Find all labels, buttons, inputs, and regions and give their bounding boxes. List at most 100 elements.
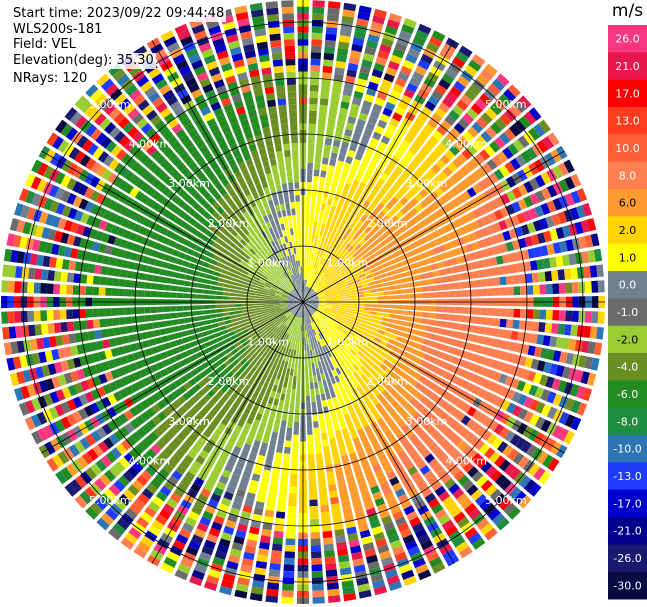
range-gate	[438, 268, 447, 276]
range-gate	[331, 306, 339, 309]
range-gate	[396, 305, 404, 310]
range-gate	[357, 257, 365, 264]
range-gate	[518, 355, 527, 367]
range-gate	[386, 19, 400, 29]
range-gate	[92, 319, 101, 329]
range-gate	[307, 441, 314, 448]
range-gate	[330, 292, 338, 296]
range-gate	[304, 337, 306, 344]
range-gate	[15, 325, 23, 338]
range-gate	[305, 286, 308, 293]
range-gate	[483, 237, 493, 247]
range-gate	[437, 261, 445, 269]
range-gate	[311, 45, 322, 53]
range-gate	[330, 290, 337, 294]
range-gate	[423, 123, 435, 134]
range-gate	[303, 292, 306, 300]
range-gate	[517, 262, 525, 273]
range-gate	[327, 118, 336, 127]
range-gate	[34, 268, 42, 280]
range-gate	[393, 274, 401, 280]
range-gate	[326, 239, 332, 247]
range-gate	[503, 88, 517, 102]
range-gate	[362, 313, 370, 318]
range-gate	[372, 15, 386, 25]
range-gate	[369, 285, 377, 290]
range-gate	[305, 299, 313, 302]
range-gate	[304, 350, 307, 357]
range-gate	[539, 217, 549, 230]
range-gate	[443, 336, 452, 345]
range-gate	[105, 318, 113, 327]
range-gate	[322, 379, 328, 387]
range-gate	[438, 171, 448, 181]
range-gate	[374, 260, 382, 267]
range-gate	[482, 215, 492, 226]
range-gate	[312, 299, 319, 301]
range-gate	[341, 15, 354, 24]
range-gate	[66, 284, 74, 295]
range-gate	[299, 350, 302, 357]
range-gate	[584, 281, 592, 293]
range-gate	[384, 228, 393, 237]
range-gate	[413, 182, 423, 192]
range-gate	[327, 282, 334, 287]
range-gate	[356, 118, 366, 128]
range-gate	[352, 131, 362, 140]
range-gate	[335, 187, 343, 195]
range-gate	[386, 241, 394, 249]
range-gate	[557, 211, 568, 224]
range-gate	[344, 211, 351, 220]
range-gate	[414, 280, 422, 287]
range-gate	[453, 348, 462, 357]
range-gate	[229, 285, 237, 290]
range-gate	[338, 238, 345, 246]
range-gate	[459, 245, 468, 254]
range-gate	[484, 145, 496, 157]
range-gate	[478, 326, 487, 335]
range-gate	[327, 588, 340, 597]
range-gate	[332, 456, 341, 465]
range-gate	[235, 304, 242, 307]
range-gate	[402, 259, 410, 266]
range-gate	[305, 330, 308, 338]
range-gate	[359, 65, 371, 75]
range-gate	[397, 100, 409, 111]
range-gate	[46, 310, 54, 321]
range-gate	[305, 295, 311, 300]
range-gate	[517, 184, 528, 196]
range-gate	[324, 412, 331, 420]
range-gate	[272, 425, 280, 433]
range-gate	[330, 274, 337, 281]
range-gate	[490, 359, 499, 370]
range-gate	[400, 206, 409, 215]
range-gate	[453, 274, 461, 282]
range-gate	[412, 155, 423, 166]
range-gate	[459, 165, 470, 177]
range-gate	[583, 325, 591, 338]
range-gate	[386, 123, 397, 134]
range-gate	[504, 329, 512, 340]
range-gate	[571, 237, 581, 251]
range-gate	[222, 304, 229, 308]
range-gate	[362, 200, 371, 209]
range-gate	[444, 178, 455, 189]
range-gate	[303, 286, 305, 293]
range-gate	[326, 280, 333, 286]
range-gate	[364, 293, 371, 297]
range-gate	[360, 276, 367, 282]
range-gate	[349, 286, 357, 291]
range-gate	[186, 268, 194, 275]
range-gate	[509, 158, 521, 171]
range-gate	[424, 157, 434, 167]
range-gate	[426, 168, 437, 179]
range-gate	[269, 484, 278, 492]
range-gate	[331, 276, 338, 282]
range-gate	[305, 221, 309, 228]
range-gate	[474, 289, 482, 297]
range-gate	[398, 186, 408, 196]
range-gate	[454, 314, 462, 322]
range-gate	[373, 8, 387, 19]
range-gate	[369, 314, 377, 319]
range-gate	[382, 286, 390, 291]
